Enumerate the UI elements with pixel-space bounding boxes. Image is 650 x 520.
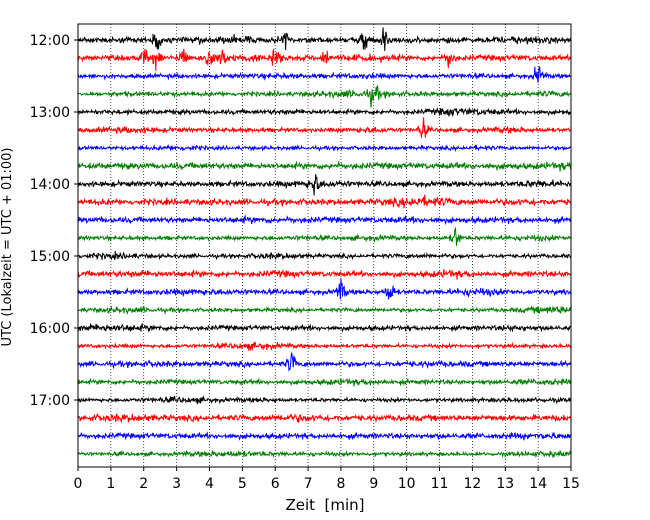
trace-1430 <box>77 214 572 226</box>
x-tick-label-15: 15 <box>562 476 580 492</box>
x-tick-label-14: 14 <box>529 476 547 492</box>
x-axis-ticks: 0 1 2 3 4 5 6 7 8 9 10 11 12 13 14 15 <box>74 467 580 492</box>
seismic-traces <box>77 27 572 459</box>
x-tick-label-7: 7 <box>304 476 313 492</box>
x-tick-label-2: 2 <box>139 476 148 492</box>
y-tick-label-1700: 17:00 <box>30 393 70 409</box>
trace-1600 <box>77 322 572 333</box>
x-tick-label-0: 0 <box>74 476 83 492</box>
x-tick-label-3: 3 <box>172 476 181 492</box>
trace-1445 <box>77 226 572 246</box>
x-tick-label-8: 8 <box>336 476 345 492</box>
y-tick-label-1200: 12:00 <box>30 33 70 49</box>
trace-1300 <box>77 107 572 117</box>
x-tick-label-11: 11 <box>431 476 449 492</box>
y-axis-ticks: 12:00 13:00 14:00 15:00 16:00 17:00 <box>30 33 78 409</box>
trace-1730 <box>77 431 572 441</box>
y-tick-label-1300: 13:00 <box>30 105 70 121</box>
x-tick-label-10: 10 <box>398 476 416 492</box>
trace-1645 <box>77 377 572 387</box>
x-tick-label-5: 5 <box>238 476 247 492</box>
trace-1215 <box>77 47 572 71</box>
trace-1415 <box>77 194 572 209</box>
trace-1230 <box>77 66 572 83</box>
trace-1615 <box>77 341 572 351</box>
trace-1545 <box>77 305 572 316</box>
trace-1500 <box>77 251 572 261</box>
x-tick-label-4: 4 <box>205 476 214 492</box>
trace-1200 <box>77 27 572 51</box>
trace-1700 <box>77 395 572 405</box>
x-tick-label-12: 12 <box>463 476 481 492</box>
plot-frame <box>77 23 572 468</box>
trace-1745 <box>77 449 572 459</box>
trace-1530 <box>77 278 572 300</box>
y-tick-label-1500: 15:00 <box>30 249 70 265</box>
trace-1315 <box>77 117 572 138</box>
x-tick-label-9: 9 <box>369 476 378 492</box>
trace-1345 <box>77 160 572 172</box>
trace-1630 <box>77 352 572 372</box>
trace-1400 <box>77 174 572 196</box>
x-tick-label-1: 1 <box>106 476 115 492</box>
grid-lines <box>110 24 539 467</box>
x-tick-label-13: 13 <box>496 476 514 492</box>
trace-1330 <box>77 143 572 153</box>
x-tick-label-6: 6 <box>271 476 280 492</box>
trace-1515 <box>77 268 572 280</box>
y-tick-label-1400: 14:00 <box>30 177 70 193</box>
x-axis-label: Zeit [min] <box>285 496 364 514</box>
y-tick-label-1600: 16:00 <box>30 321 70 337</box>
trace-1715 <box>77 413 572 424</box>
trace-1245 <box>77 84 572 108</box>
y-axis-label: UTC (Lokalzeit = UTC + 01:00) <box>0 148 15 347</box>
